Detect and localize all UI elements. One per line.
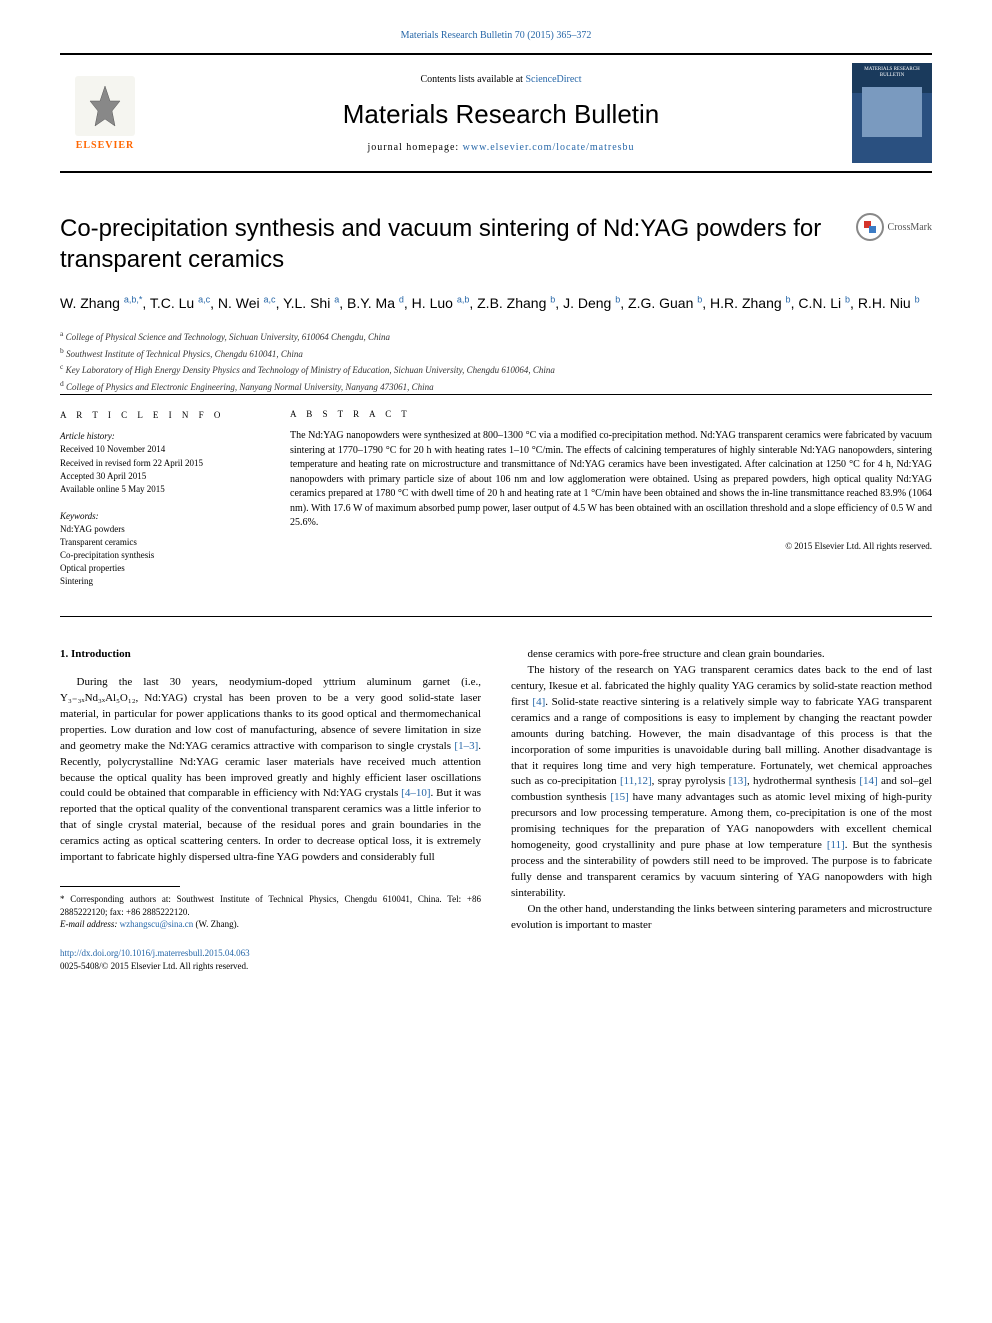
affiliation-line: b Southwest Institute of Technical Physi… bbox=[60, 345, 932, 362]
homepage-link[interactable]: www.elsevier.com/locate/matresbu bbox=[463, 142, 635, 153]
contents-line: Contents lists available at ScienceDirec… bbox=[150, 74, 852, 85]
body-paragraph: dense ceramics with pore-free structure … bbox=[511, 647, 932, 663]
crossmark-icon bbox=[856, 213, 884, 241]
affiliation-line: a College of Physical Science and Techno… bbox=[60, 328, 932, 345]
email-link[interactable]: wzhangscu@sina.cn bbox=[120, 919, 194, 929]
elsevier-logo[interactable]: ELSEVIER bbox=[60, 76, 150, 151]
column-right: dense ceramics with pore-free structure … bbox=[511, 647, 932, 972]
elsevier-tree-icon bbox=[75, 76, 135, 136]
doi-link[interactable]: http://dx.doi.org/10.1016/j.materresbull… bbox=[60, 948, 250, 958]
affiliation-line: d College of Physics and Electronic Engi… bbox=[60, 378, 932, 395]
body-paragraph: The history of the research on YAG trans… bbox=[511, 663, 932, 902]
abstract: A B S T R A C T The Nd:YAG nanopowders w… bbox=[290, 395, 932, 602]
keyword-line: Sintering bbox=[60, 575, 260, 588]
article-info: A R T I C L E I N F O Article history: R… bbox=[60, 395, 260, 602]
history-line: Available online 5 May 2015 bbox=[60, 483, 260, 496]
abstract-copyright: © 2015 Elsevier Ltd. All rights reserved… bbox=[290, 541, 932, 551]
body-columns: 1. Introduction During the last 30 years… bbox=[60, 647, 932, 972]
keyword-line: Nd:YAG powders bbox=[60, 523, 260, 536]
section-heading: 1. Introduction bbox=[60, 647, 481, 663]
top-citation[interactable]: Materials Research Bulletin 70 (2015) 36… bbox=[60, 30, 932, 41]
sciencedirect-link[interactable]: ScienceDirect bbox=[525, 74, 581, 85]
homepage-line: journal homepage: www.elsevier.com/locat… bbox=[150, 142, 852, 153]
journal-cover[interactable]: MATERIALS RESEARCH BULLETIN bbox=[852, 63, 932, 163]
abstract-text: The Nd:YAG nanopowders were synthesized … bbox=[290, 429, 932, 531]
crossmark-badge[interactable]: CrossMark bbox=[856, 213, 932, 241]
keyword-line: Optical properties bbox=[60, 562, 260, 575]
journal-name: Materials Research Bulletin bbox=[150, 99, 852, 130]
body-paragraph: During the last 30 years, neodymium-dope… bbox=[60, 675, 481, 866]
affiliations: a College of Physical Science and Techno… bbox=[60, 328, 932, 394]
authors-list: W. Zhang a,b,*, T.C. Lu a,c, N. Wei a,c,… bbox=[60, 293, 932, 314]
article-title: Co-precipitation synthesis and vacuum si… bbox=[60, 213, 836, 275]
corresponding-footnote: * Corresponding authors at: Southwest In… bbox=[60, 893, 481, 931]
elsevier-text: ELSEVIER bbox=[76, 140, 135, 151]
cover-image bbox=[862, 87, 922, 137]
doi-block: http://dx.doi.org/10.1016/j.materresbull… bbox=[60, 947, 481, 972]
journal-header: ELSEVIER Contents lists available at Sci… bbox=[60, 53, 932, 173]
body-paragraph: On the other hand, understanding the lin… bbox=[511, 902, 932, 934]
footnote-separator bbox=[60, 886, 180, 887]
column-left: 1. Introduction During the last 30 years… bbox=[60, 647, 481, 972]
keyword-line: Transparent ceramics bbox=[60, 536, 260, 549]
history-line: Received in revised form 22 April 2015 bbox=[60, 457, 260, 470]
keyword-line: Co-precipitation synthesis bbox=[60, 549, 260, 562]
history-line: Accepted 30 April 2015 bbox=[60, 470, 260, 483]
affiliation-line: c Key Laboratory of High Energy Density … bbox=[60, 361, 932, 378]
history-line: Received 10 November 2014 bbox=[60, 443, 260, 456]
